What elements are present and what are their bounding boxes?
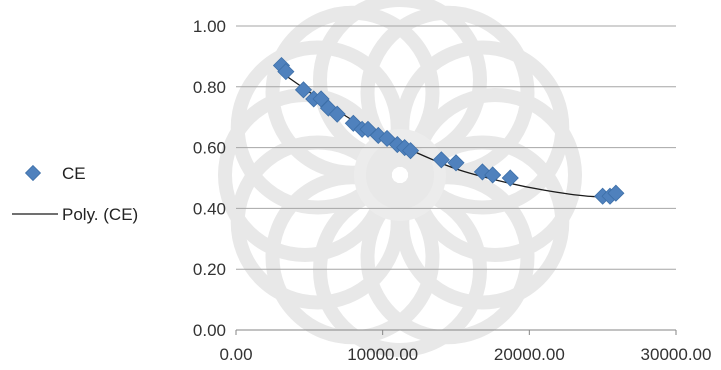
watermark-petal [360, 5, 535, 180]
y-axis-ticks: 0.00 0.20 0.40 0.60 0.80 1.00 [193, 17, 226, 340]
x-tick-label: 20000.00 [494, 345, 565, 364]
y-tick-label: 0.40 [193, 199, 226, 218]
x-tick-label: 30000.00 [641, 345, 712, 364]
data-point [294, 81, 313, 99]
points-layer [272, 56, 625, 205]
x-axis-ticks: 0.00 10000.00 20000.00 30000.00 [219, 330, 711, 364]
data-point [401, 142, 420, 160]
y-tick-label: 0.60 [193, 139, 226, 158]
legend-label-ce: CE [62, 164, 86, 183]
data-point [378, 129, 396, 148]
watermark-center [354, 129, 446, 221]
data-point [328, 105, 346, 123]
gridlines [236, 25, 676, 270]
legend-label-poly: Poly. (CE) [62, 205, 138, 224]
legend: CE Poly. (CE) [12, 164, 138, 224]
legend-marker-ce [24, 164, 42, 182]
data-point [484, 166, 502, 184]
y-tick-label: 1.00 [193, 17, 226, 36]
watermark-petal [395, 40, 570, 215]
y-tick-label: 0.00 [193, 321, 226, 340]
y-tick-label: 0.20 [193, 260, 226, 279]
x-tick-label: 10000.00 [347, 345, 418, 364]
x-tick-label: 0.00 [219, 345, 252, 364]
data-point [447, 154, 465, 172]
data-point [369, 126, 387, 145]
watermark-ornament [218, 0, 582, 357]
data-point [501, 169, 519, 187]
data-point [607, 184, 625, 202]
data-point [277, 63, 295, 81]
data-point [432, 151, 450, 169]
y-tick-label: 0.80 [193, 78, 226, 97]
